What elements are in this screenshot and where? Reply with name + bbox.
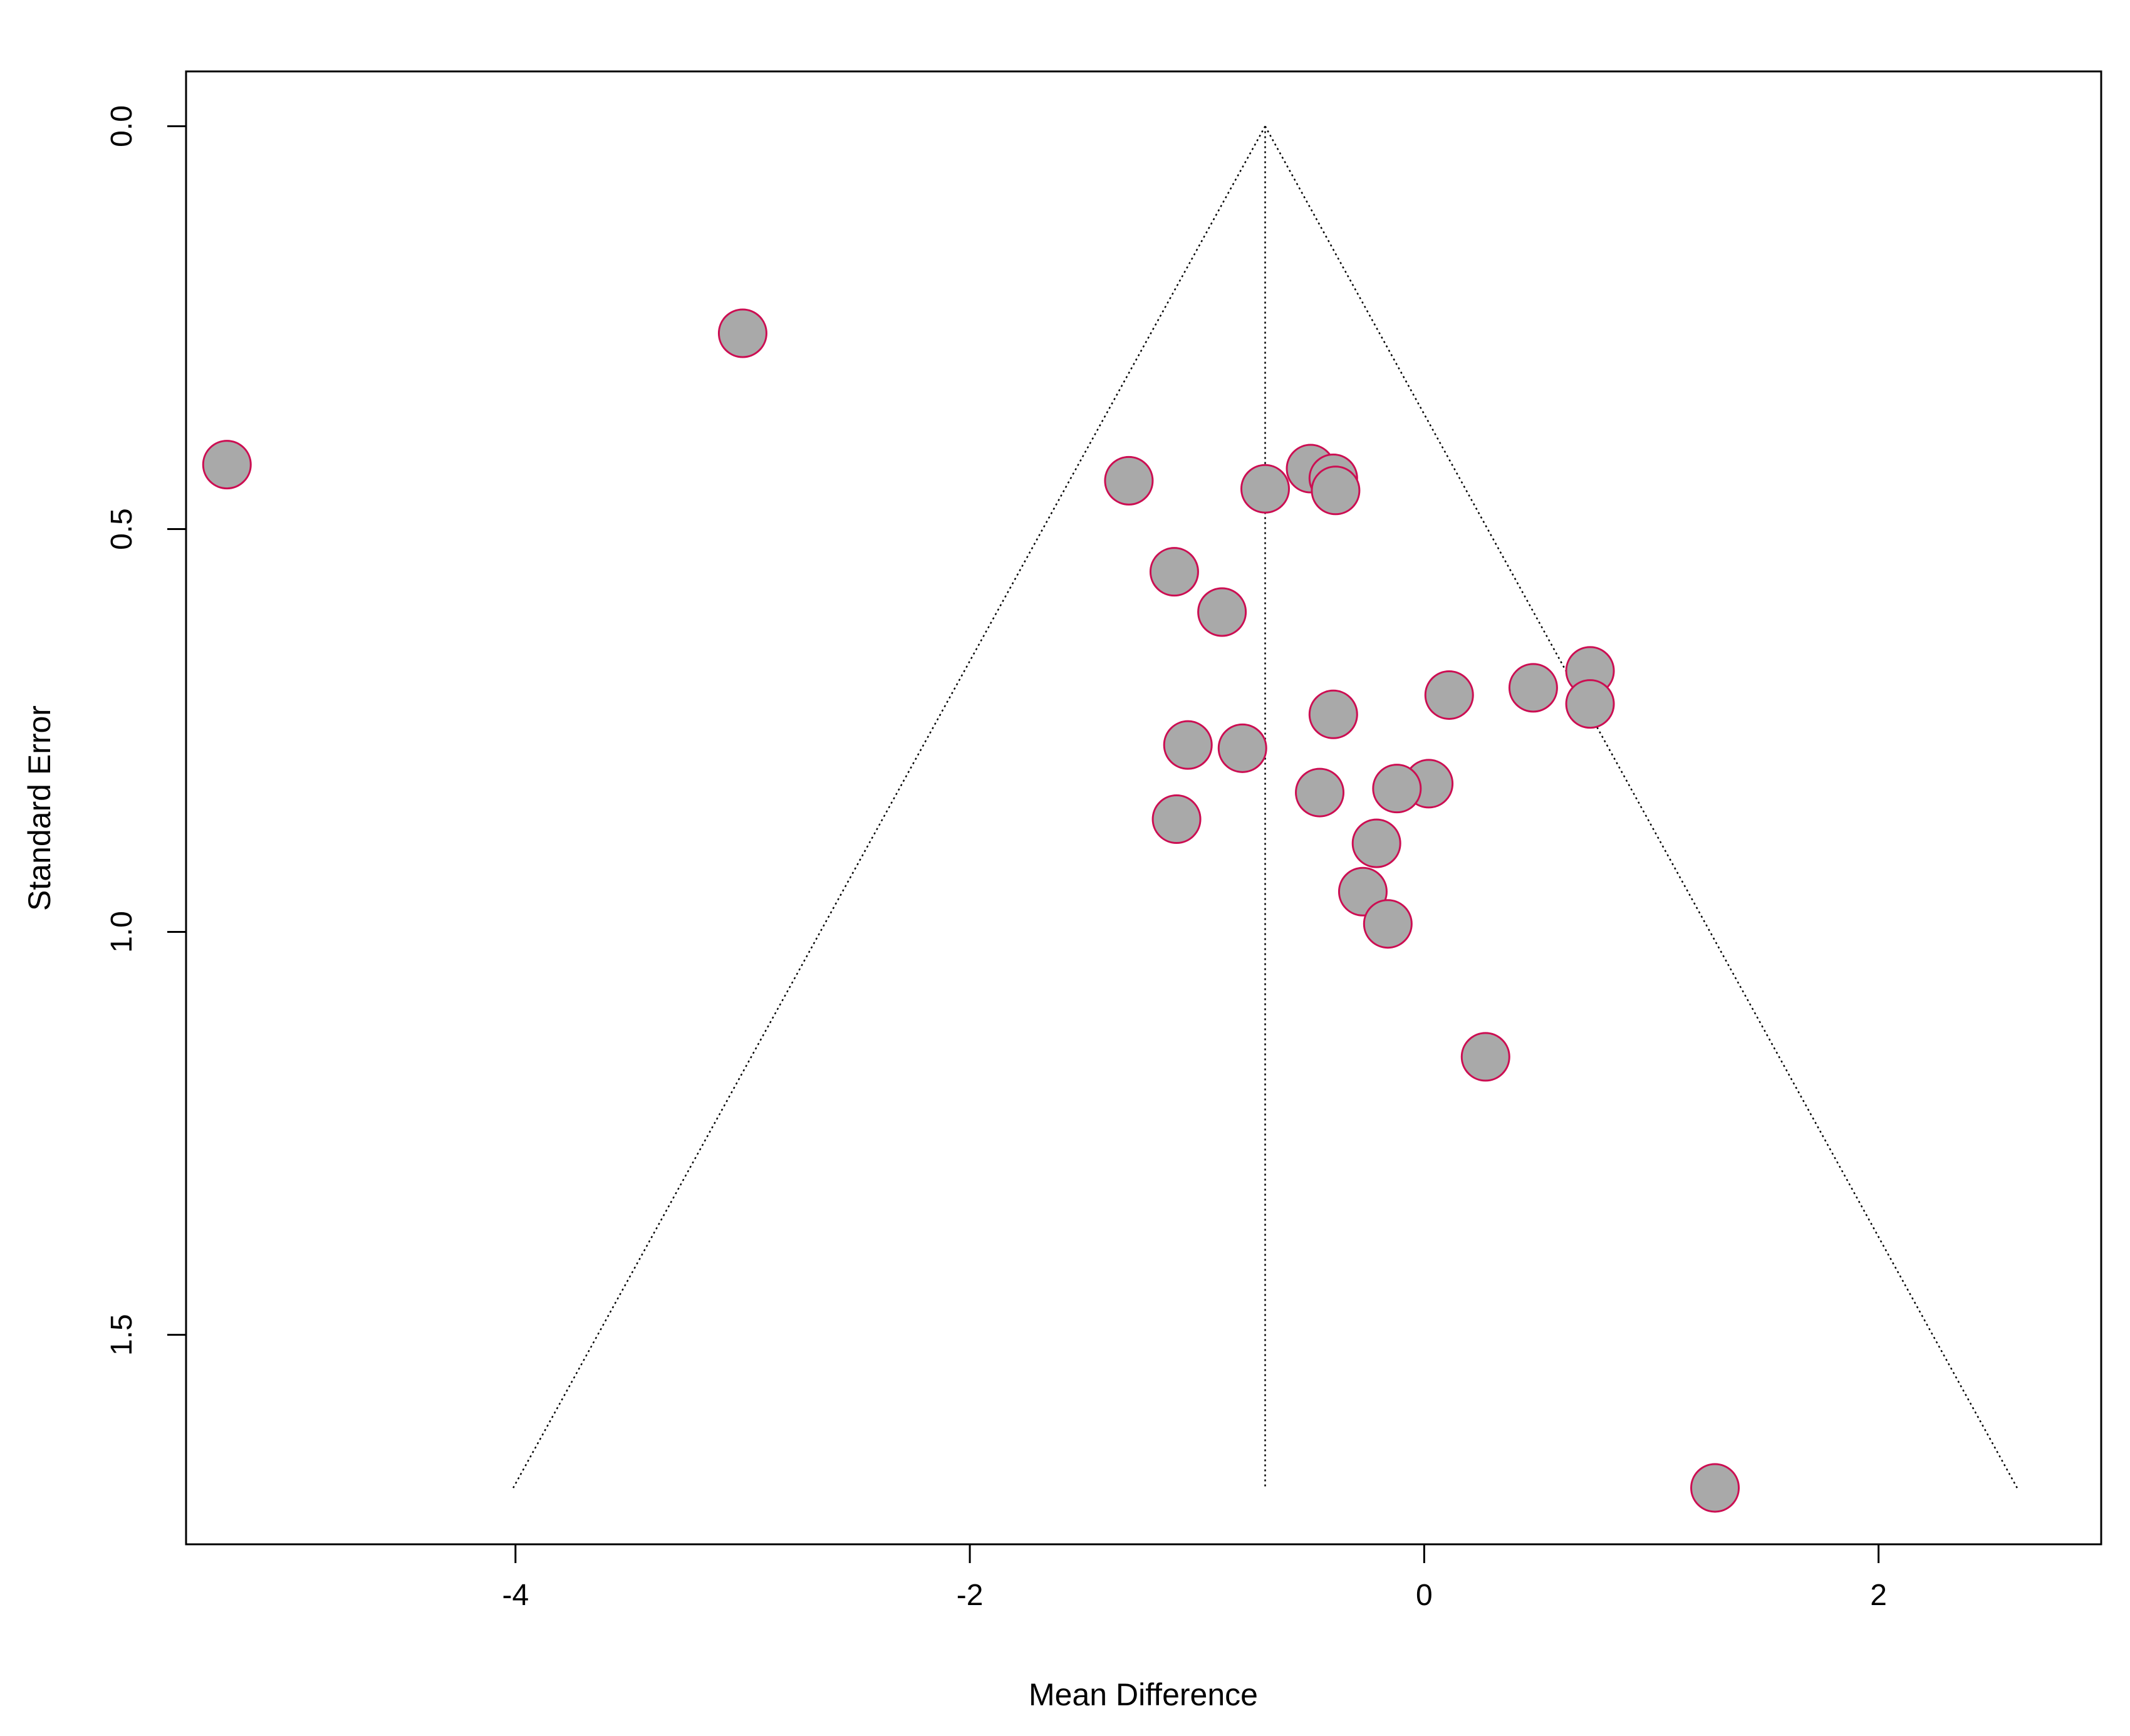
data-point [717, 308, 767, 358]
data-points [202, 308, 1740, 1513]
data-point [1508, 663, 1558, 713]
x-tick-label: -4 [502, 1579, 529, 1612]
data-point [1363, 899, 1413, 949]
x-tick-label: 2 [1870, 1579, 1887, 1612]
x-tick-label: -2 [957, 1579, 984, 1612]
data-point [202, 440, 252, 490]
plot-frame [185, 70, 2102, 1546]
data-point [1151, 794, 1202, 845]
data-point [1372, 764, 1422, 814]
x-axis: -4 -2 0 2 [502, 1544, 1887, 1612]
data-point [1295, 767, 1345, 818]
data-point [1308, 689, 1358, 739]
y-tick-label: 1.0 [105, 911, 138, 953]
y-tick-label: 0.0 [105, 105, 138, 147]
x-tick-label: 0 [1416, 1579, 1433, 1612]
data-point [1690, 1463, 1740, 1513]
data-point [1460, 1032, 1510, 1082]
y-tick-label: 1.5 [105, 1314, 138, 1356]
funnel-lines [512, 125, 2018, 1489]
data-point [1197, 587, 1247, 637]
data-point [1424, 670, 1474, 720]
data-point [1163, 720, 1213, 770]
x-axis-title: Mean Difference [1029, 1677, 1258, 1712]
y-axis-title: Standard Error [22, 705, 57, 911]
y-tick-label: 0.5 [105, 508, 138, 550]
y-axis: 0.0 0.5 1.0 1.5 [105, 105, 186, 1356]
data-point [1240, 464, 1291, 514]
data-point [1149, 547, 1199, 597]
funnel-left-line [512, 125, 1266, 1489]
data-point [1217, 723, 1267, 773]
data-point [1104, 455, 1154, 506]
funnel-right-line [1264, 125, 2018, 1489]
data-point [1351, 818, 1401, 868]
data-point [1565, 679, 1615, 729]
data-point [1311, 465, 1361, 516]
